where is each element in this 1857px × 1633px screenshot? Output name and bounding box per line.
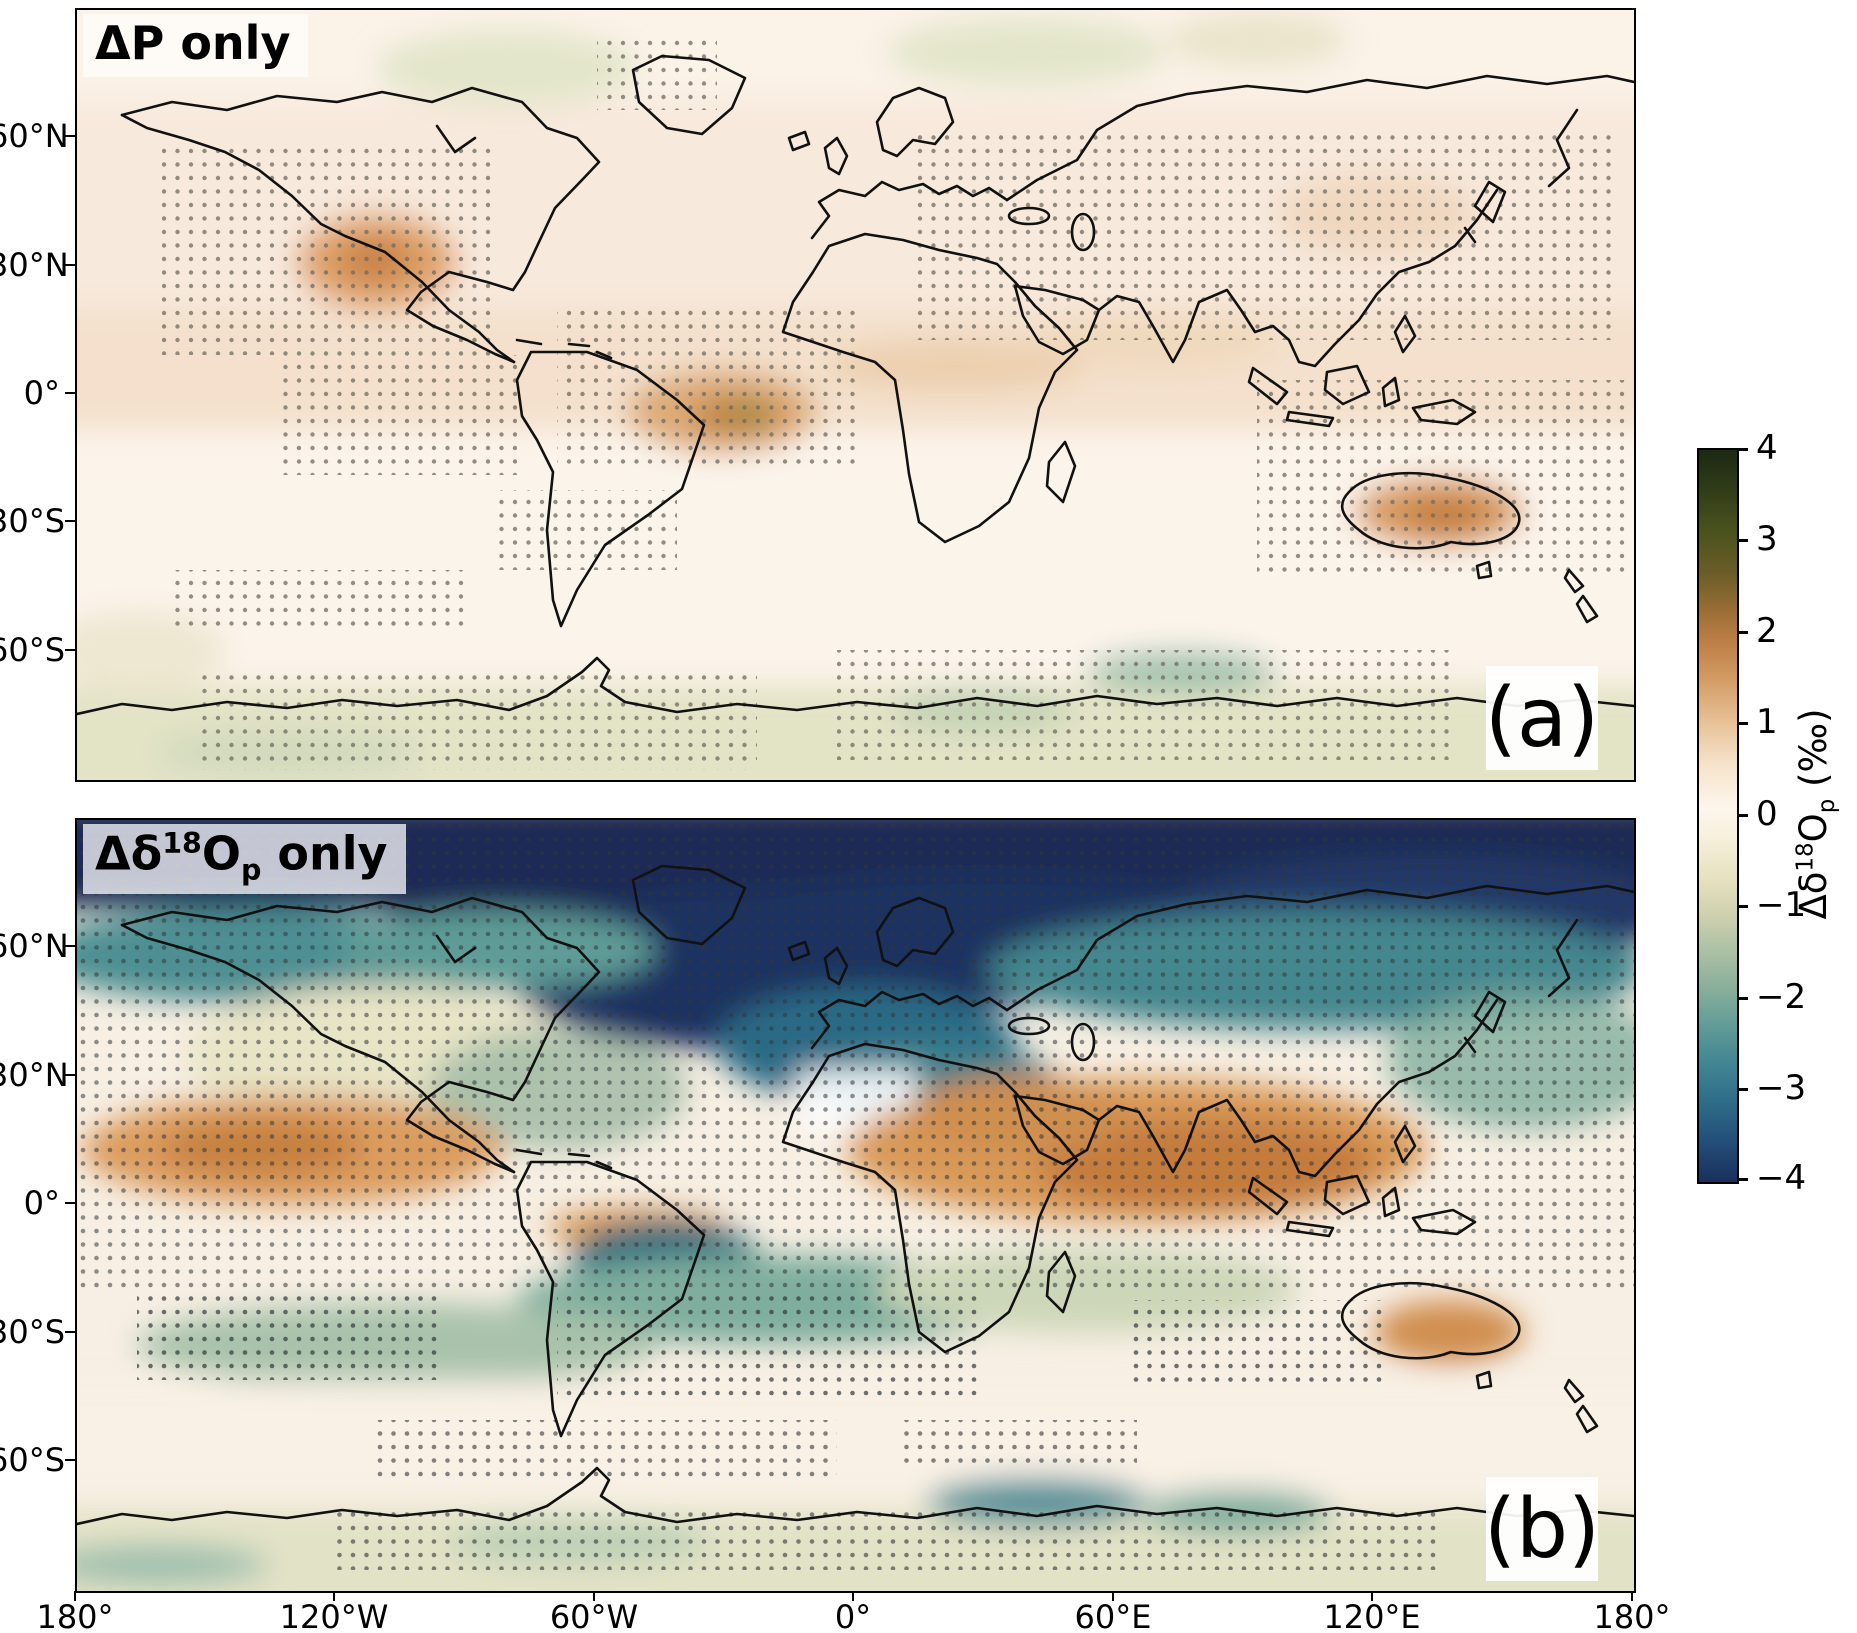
x-tick-label-120w: 120°W (279, 1598, 389, 1633)
tick-mark (65, 392, 75, 394)
colorbar-axis-label: Δδ18Op (‰) (1792, 708, 1840, 919)
tick-mark (65, 520, 75, 522)
y-tick-label-a-30n: 30°N (0, 246, 69, 284)
colorbar-tick-label-m3: −3 (1756, 1068, 1807, 1108)
colorbar-tick-label-2: 2 (1756, 611, 1778, 651)
tick-mark (852, 1591, 854, 1601)
colorbar-tick-label-0: 0 (1756, 794, 1778, 834)
panel-b-title-base: O (201, 826, 241, 881)
panel-b-title-suffix: only (261, 826, 388, 881)
y-tick-label-a-60n: 60°N (0, 117, 69, 155)
y-tick-label-b-30n: 30°N (0, 1056, 69, 1094)
x-tick-label-60e: 60°E (1074, 1598, 1152, 1633)
panel-b-title-sup: 18 (162, 827, 202, 860)
panel-b-title-prefix: Δδ (95, 826, 163, 881)
panel-a-corner-label: (a) (1484, 666, 1600, 770)
colorbar-tick-label-1: 1 (1756, 702, 1778, 742)
colorbar-tick (1739, 1088, 1748, 1091)
tick-mark (593, 1591, 595, 1601)
cb-label-sup: 18 (1792, 842, 1819, 872)
y-tick-label-a-30s: 30°S (0, 502, 66, 540)
colorbar-tick (1739, 448, 1748, 451)
y-tick-label-b-30s: 30°S (0, 1313, 66, 1351)
tick-mark (65, 135, 75, 137)
x-tick-label-180e: 180° (1593, 1598, 1671, 1633)
colorbar-tick-label-3: 3 (1756, 519, 1778, 559)
tick-mark (65, 1459, 75, 1461)
x-tick-label-0: 0° (834, 1598, 872, 1633)
tick-mark (65, 945, 75, 947)
y-tick-label-a-0: 0° (23, 374, 60, 412)
panel-b-corner-label: (b) (1483, 1477, 1601, 1581)
colorbar-tick (1739, 997, 1748, 1000)
panel-b-title: Δδ18Op only (83, 824, 406, 894)
x-tick-label-180w: 180° (36, 1598, 114, 1633)
colorbar-gradient (1697, 448, 1739, 1184)
tick-mark (65, 1331, 75, 1333)
colorbar-tick (1739, 1178, 1748, 1181)
tick-mark (333, 1591, 335, 1601)
y-tick-label-b-60n: 60°N (0, 927, 69, 965)
colorbar-tick (1739, 722, 1748, 725)
tick-mark (65, 1202, 75, 1204)
tick-mark (1371, 1591, 1373, 1601)
y-tick-label-b-60s: 60°S (0, 1441, 66, 1479)
tick-mark (1112, 1591, 1114, 1601)
colorbar-tick (1739, 539, 1748, 542)
tick-mark (65, 264, 75, 266)
colorbar-tick-label-m1: −1 (1756, 885, 1807, 925)
x-tick-label-60w: 60°W (549, 1598, 639, 1633)
tick-mark (65, 649, 75, 651)
map-panel-b: Δδ18Op only (b) (75, 818, 1636, 1593)
tick-mark (65, 1074, 75, 1076)
map-a-stippling (162, 40, 1627, 770)
map-a-canvas (77, 10, 1634, 780)
colorbar-tick (1739, 814, 1748, 817)
cb-label-suffix: (‰) (1791, 708, 1835, 799)
map-b-stippling (77, 820, 1634, 1570)
tick-mark (1631, 1591, 1633, 1601)
colorbar-tick (1739, 631, 1748, 634)
colorbar-tick-label-4: 4 (1756, 428, 1778, 468)
panel-b-title-sub: p (241, 853, 262, 887)
cb-label-prefix: Δδ (1791, 871, 1835, 920)
colorbar-tick-label-m2: −2 (1756, 977, 1807, 1017)
map-b-canvas (77, 820, 1634, 1591)
y-tick-label-b-0: 0° (23, 1184, 60, 1222)
panel-a-title: ΔP only (83, 14, 309, 77)
map-panel-a: ΔP only (a) (75, 8, 1636, 782)
colorbar-tick (1739, 905, 1748, 908)
cb-label-sub: p (1814, 798, 1841, 814)
tick-mark (74, 1591, 76, 1601)
y-tick-label-a-60s: 60°S (0, 631, 66, 669)
cb-label-base: O (1791, 813, 1835, 843)
panel-a-title-text: ΔP only (95, 16, 291, 70)
colorbar-tick-label-m4: −4 (1756, 1158, 1807, 1198)
panel-a-corner-text: (a) (1484, 670, 1600, 766)
x-tick-label-120e: 120°E (1323, 1598, 1421, 1633)
panel-b-corner-text: (b) (1483, 1481, 1601, 1577)
